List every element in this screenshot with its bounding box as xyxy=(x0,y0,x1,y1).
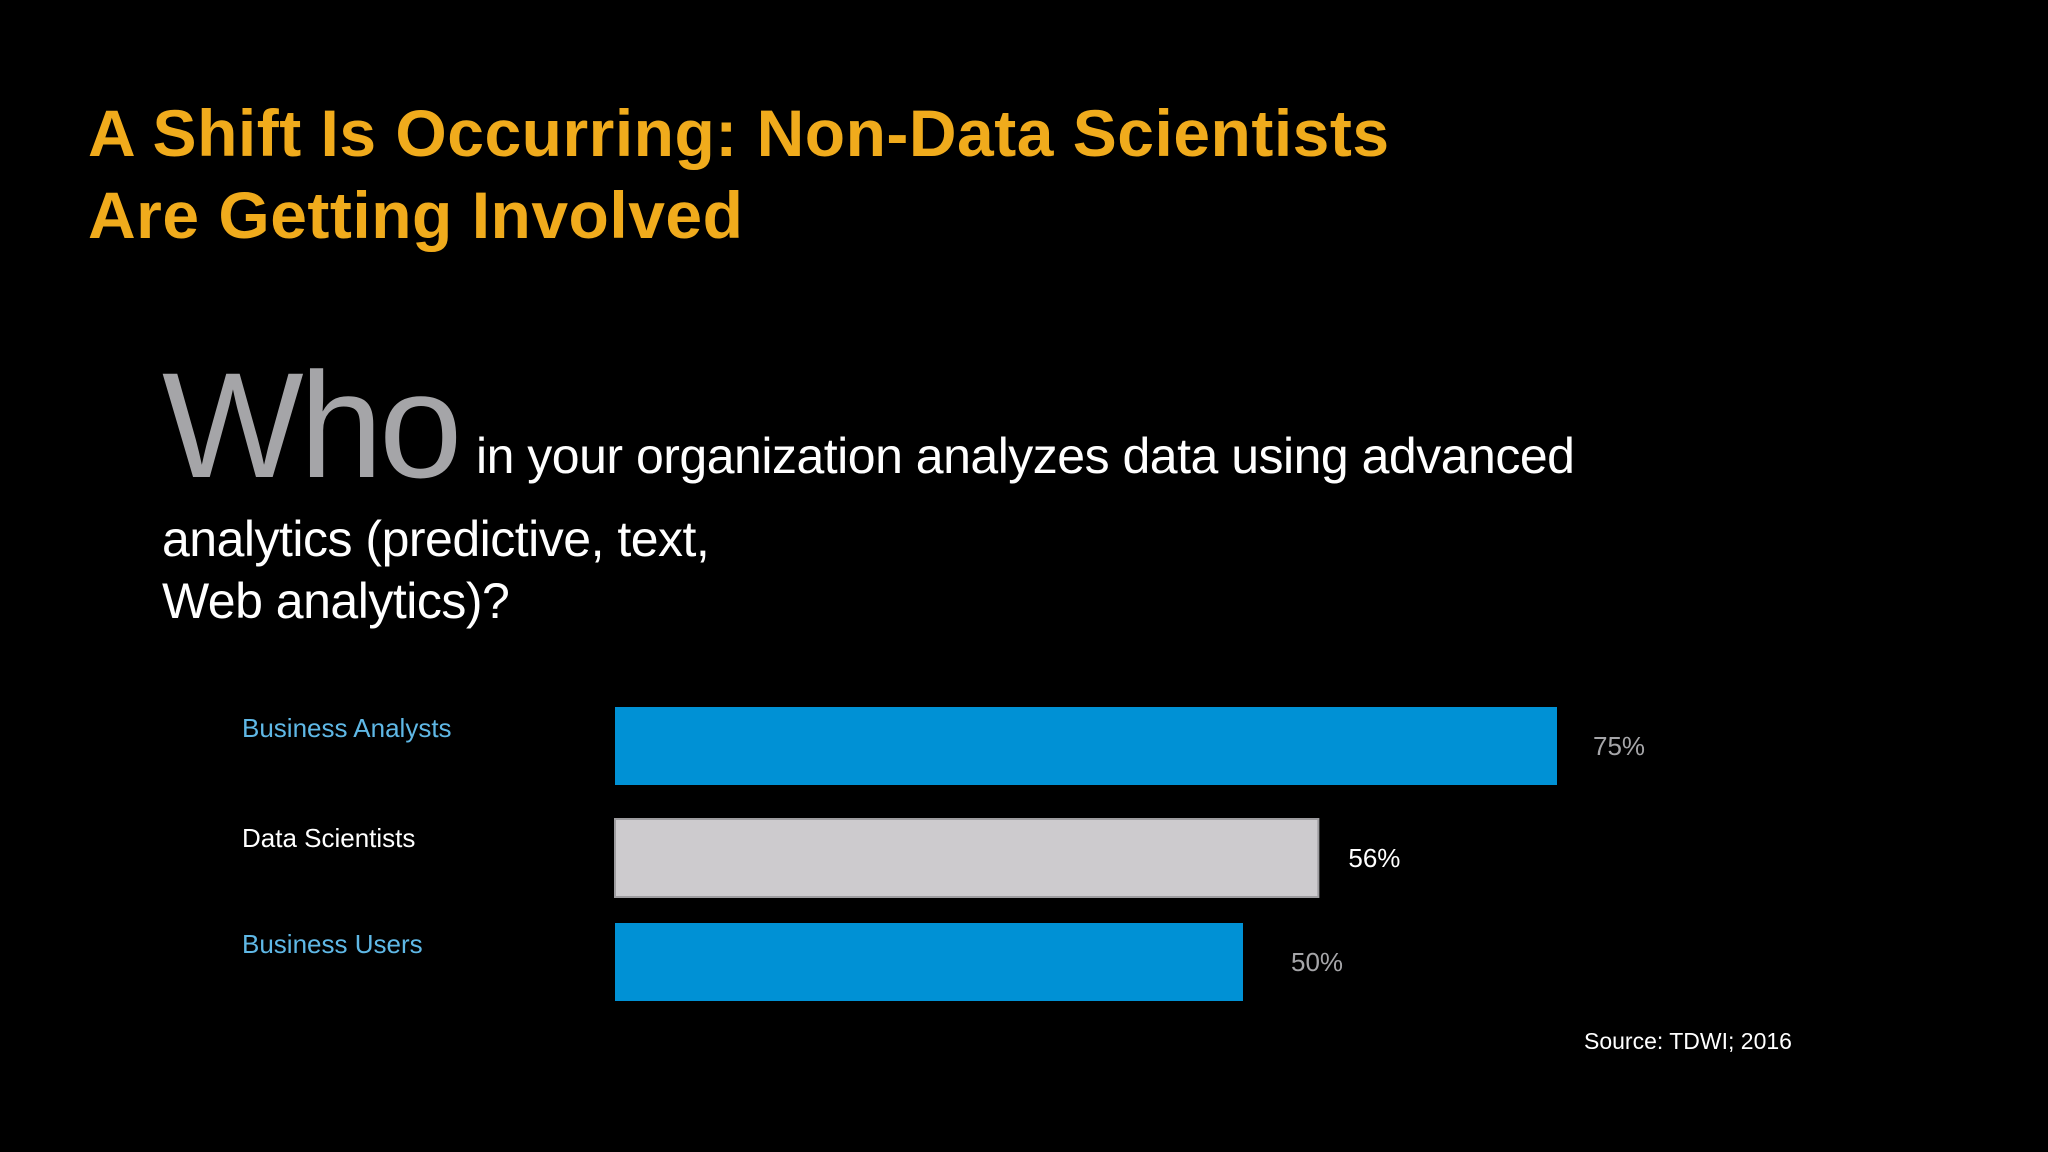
slide-title-line-1: A Shift Is Occurring: Non-Data Scientist… xyxy=(88,96,1390,170)
question-text-line-3: Web analytics)? xyxy=(162,573,510,629)
category-label-business-users: Business Users xyxy=(242,929,423,959)
bar-data-scientists xyxy=(614,818,1320,898)
bar-business-users xyxy=(615,923,1243,1001)
category-label-business-analysts: Business Analysts xyxy=(242,713,452,743)
value-label-business-analysts: 75% xyxy=(1593,731,1645,761)
value-label-data-scientists: 56% xyxy=(1348,843,1400,873)
slide-title: A Shift Is Occurring: Non-Data Scientist… xyxy=(88,92,1588,256)
category-label-data-scientists: Data Scientists xyxy=(242,823,415,853)
value-label-business-users: 50% xyxy=(1291,947,1343,977)
bar-business-analysts xyxy=(615,707,1557,785)
source-citation: Source: TDWI; 2016 xyxy=(1584,1028,1792,1054)
question-text-continuation: analytics (predictive, text, Web analyti… xyxy=(162,508,710,632)
slide-title-line-2: Are Getting Involved xyxy=(88,178,744,252)
question-text-line-2: analytics (predictive, text, xyxy=(162,511,710,567)
question-lead-word: Who xyxy=(162,341,462,509)
question-text-line-1: in your organization analyzes data using… xyxy=(476,428,1575,484)
